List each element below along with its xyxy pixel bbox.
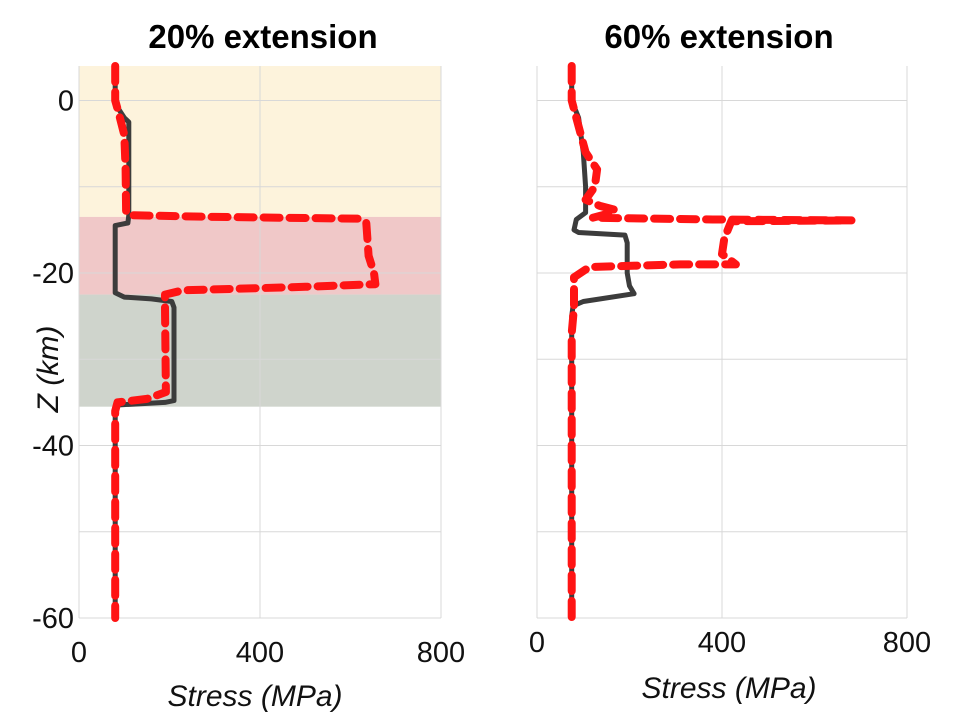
x-axis-label: Stress (MPa)	[641, 672, 816, 705]
x-tick-label: 400	[698, 627, 746, 659]
y-tick-label: 0	[58, 86, 74, 118]
x-axis-label: Stress (MPa)	[167, 680, 342, 713]
y-tick-label: -60	[32, 603, 74, 635]
chart-title: 60% extension	[604, 18, 833, 55]
y-tick-label: -40	[32, 431, 74, 463]
series-line-dashed	[111, 62, 380, 622]
x-tick-label: 800	[883, 627, 931, 659]
x-tick-label: 0	[529, 627, 545, 659]
chart-title: 20% extension	[148, 18, 377, 55]
x-tick-label: 0	[71, 637, 87, 669]
panel-20-extension: 20% extension 0 400 800 0 -20 -40 -60 Stress (…	[32, 18, 465, 713]
y-axis-label: Z (km)	[32, 326, 65, 414]
x-tick-label: 800	[417, 637, 465, 669]
x-tick-label: 400	[236, 637, 284, 669]
panel-60-extension: 60% extension 0 400 800 Stress (MPa)	[529, 18, 931, 705]
series-line-dashed	[567, 62, 856, 622]
y-tick-label: -20	[32, 258, 74, 290]
